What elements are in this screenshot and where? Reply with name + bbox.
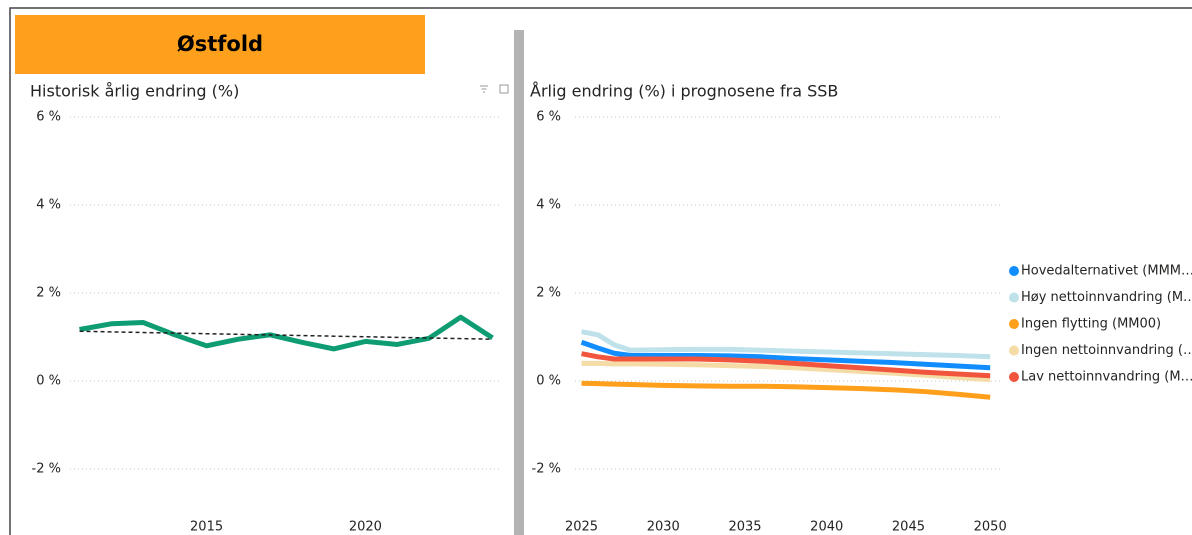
legend-label: Ingen nettoinnvandring (… [1021,343,1192,358]
legend-marker [1009,345,1019,356]
frame [9,7,1192,535]
x-tick-label: 2030 [647,520,680,535]
x-tick-label: 2040 [810,520,843,535]
x-tick-label: 2015 [190,520,223,535]
legend-marker [1009,266,1019,276]
series-line [79,314,494,352]
y-tick-label: 4 % [536,198,561,213]
y-tick-label: 2 % [536,286,561,301]
y-tick-label: 4 % [36,198,61,213]
legend-label: Hovedalternativet (MMM… [1021,264,1192,279]
banner-title: Østfold [177,32,263,56]
legend-marker [1009,319,1019,329]
series-line [581,380,991,400]
visual-icons[interactable] [480,84,509,94]
legend-marker [1009,292,1019,303]
x-tick-label: 2025 [565,520,598,535]
x-tick-label: 2050 [974,520,1007,535]
chart-title: Historisk årlig endring (%) [30,82,239,101]
series-line [581,360,991,383]
x-tick-label: 2020 [349,520,382,535]
legend-marker [1009,372,1019,382]
y-tick-label: -2 % [32,462,61,477]
legend-label: Høy nettoinnvandring (M… [1021,290,1192,305]
x-tick-label: 2035 [728,520,761,535]
series-line [581,351,991,379]
y-tick-label: 6 % [36,110,61,125]
y-tick-label: 6 % [536,110,561,125]
series-line [580,339,991,371]
y-tick-label: -2 % [532,462,561,477]
legend-label: Ingen flytting (MM00) [1021,317,1161,332]
trend-line [79,330,493,340]
x-tick-label: 2045 [892,520,925,535]
y-tick-label: 0 % [36,374,61,389]
banner-box [15,15,425,74]
legend-label: Lav nettoinnvandring (M… [1021,370,1192,385]
divider [514,30,524,535]
y-tick-label: 0 % [536,374,561,389]
y-tick-label: 2 % [36,286,61,301]
series-line [581,329,991,360]
chart-title: Årlig endring (%) i prognosene fra SSB [530,82,838,101]
